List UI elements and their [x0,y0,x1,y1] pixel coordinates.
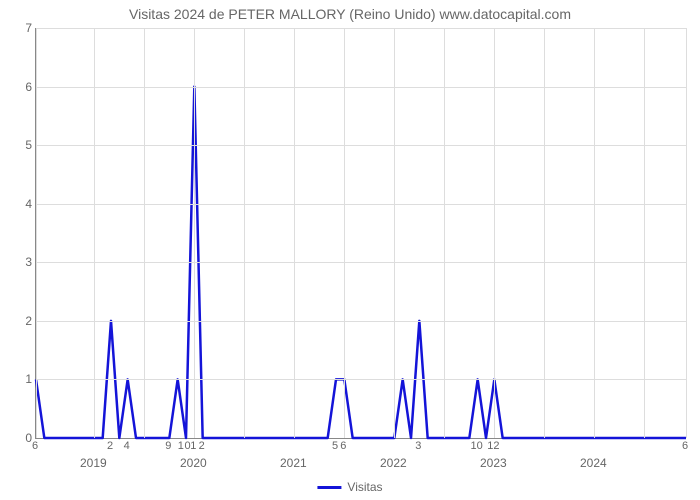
x-tick-label: 1 [190,440,196,452]
x-year-label: 2022 [380,456,407,470]
y-tick-label: 7 [7,21,32,35]
y-tick-label: 6 [7,80,32,94]
x-tick-label: 12 [487,440,499,452]
grid-v [644,28,645,438]
plot-area [35,28,686,439]
x-tick-label: 6 [32,440,38,452]
x-tick-label: 6 [340,440,346,452]
x-tick-label: 3 [415,440,421,452]
x-tick-label: 9 [165,440,171,452]
grid-h [36,87,686,88]
y-tick-label: 5 [7,138,32,152]
legend: Visitas [317,480,382,494]
x-tick-label: 6 [682,440,688,452]
chart-container: Visitas 2024 de PETER MALLORY (Reino Uni… [0,0,700,500]
grid-h [36,204,686,205]
grid-v [194,28,195,438]
grid-v [394,28,395,438]
y-tick-label: 2 [7,314,32,328]
y-tick-label: 4 [7,197,32,211]
grid-v [244,28,245,438]
grid-v [344,28,345,438]
grid-v [144,28,145,438]
y-tick-label: 1 [7,372,32,386]
grid-v [494,28,495,438]
x-tick-label: 2 [199,440,205,452]
legend-label: Visitas [347,480,382,494]
x-year-label: 2020 [180,456,207,470]
grid-h [36,321,686,322]
line-chart-svg [36,28,686,438]
x-year-label: 2021 [280,456,307,470]
x-year-label: 2023 [480,456,507,470]
grid-v [294,28,295,438]
legend-swatch [317,486,341,489]
grid-v [444,28,445,438]
grid-h [36,28,686,29]
x-tick-label: 4 [124,440,130,452]
grid-v [544,28,545,438]
grid-v [686,28,687,438]
grid-v [36,28,37,438]
chart-title: Visitas 2024 de PETER MALLORY (Reino Uni… [0,0,700,22]
y-tick-label: 0 [7,431,32,445]
x-tick-label: 5 [332,440,338,452]
x-tick-label: 1 [178,440,184,452]
grid-v [94,28,95,438]
x-tick-label: 10 [471,440,483,452]
x-year-label: 2024 [580,456,607,470]
grid-v [594,28,595,438]
grid-h [36,145,686,146]
grid-h [36,262,686,263]
x-tick-label: 2 [107,440,113,452]
grid-h [36,379,686,380]
x-year-label: 2019 [80,456,107,470]
y-tick-label: 3 [7,255,32,269]
